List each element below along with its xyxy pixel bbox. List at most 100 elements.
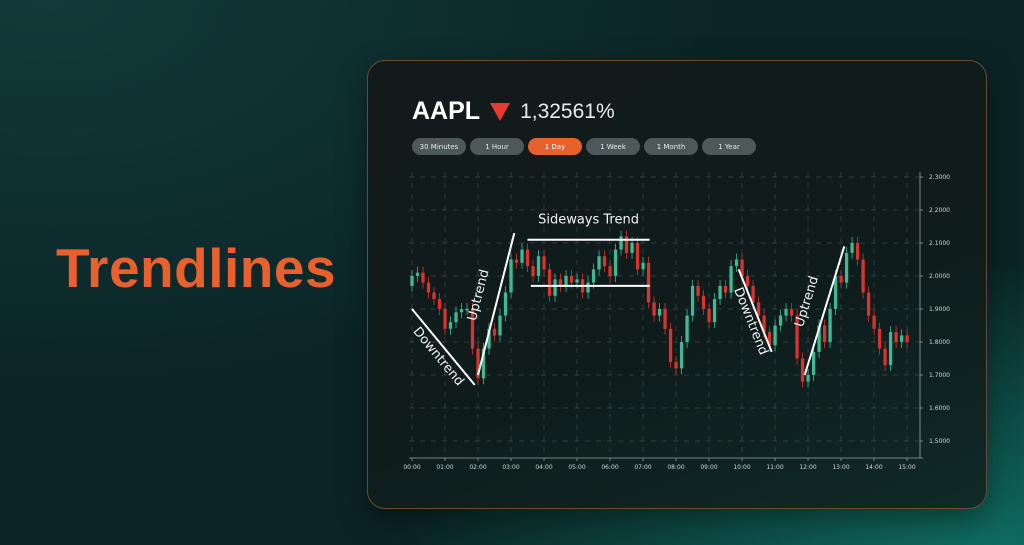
candle-body [767,332,772,346]
x-tick-label: 15:00 [898,464,915,471]
candle-body [558,279,563,286]
trendline-label: Sideways Trend [538,213,639,228]
ticker-header: AAPL 1,32561% [412,97,615,126]
candle-body [657,309,662,316]
ticker-symbol: AAPL [412,97,481,125]
candle-body [773,325,777,346]
y-tick-label: 2.3000 [929,174,950,181]
candle-body [476,348,480,379]
chart-card [367,60,987,509]
candle-body [641,262,645,270]
y-tick-label: 1.9000 [929,306,950,313]
timeframe-1-week[interactable]: 1 Week [586,138,640,155]
candle-body [855,243,860,260]
candle-body [806,375,810,382]
candle-body [652,302,656,316]
candle-body [888,332,893,366]
timeframe-1-day[interactable]: 1 Day [528,138,582,155]
candle-body [481,348,486,379]
candle-body [833,276,838,309]
candle-body [569,276,574,283]
x-tick-label: 09:00 [700,464,717,471]
candle-body [850,243,854,253]
candle-body [701,295,706,309]
candle-body [817,325,821,352]
candle-body [498,315,502,336]
candle-body [795,315,799,359]
candle-body [828,309,832,342]
candle-body [800,358,805,382]
candle-body [459,309,464,313]
candle-body [492,328,497,336]
candle-body [866,292,871,316]
headline: Trendlines [56,237,337,299]
y-tick-label: 1.5000 [929,438,950,445]
y-tick-label: 2.2000 [929,207,950,214]
candle-body [553,279,557,296]
candle-body [465,309,469,311]
x-tick-label: 04:00 [535,464,552,471]
timeframe-1-year[interactable]: 1 Year [702,138,756,155]
candle-body [745,276,750,286]
x-tick-label: 00:00 [403,464,420,471]
x-tick-label: 01:00 [436,464,453,471]
x-tick-label: 11:00 [766,464,783,471]
candle-body [608,266,612,276]
candle-body [679,342,684,369]
candle-body [586,282,590,293]
candle-body [894,332,898,342]
candle-body [844,252,849,283]
candle-body [525,249,530,267]
timeframe-selector: 30 Minutes 1 Hour 1 Day 1 Week 1 Month 1… [412,138,756,155]
x-tick-label: 13:00 [832,464,849,471]
candle-body [448,322,453,329]
candle-body [602,256,607,267]
candles [410,230,909,388]
candle-body [707,309,711,323]
candle-body [899,335,904,342]
y-tick-label: 1.6000 [929,405,950,412]
y-tick-label: 1.7000 [929,372,950,379]
candle-body [619,236,623,250]
candle-body [597,256,601,270]
trendline [411,308,476,386]
candle-body [426,282,431,293]
trendline-label: Uptrend [792,274,822,329]
candle-body [668,328,673,362]
candle-body [487,328,491,349]
candle-body [861,259,865,293]
candle-body [421,272,425,283]
candle-body [877,328,882,349]
candle-body [646,262,651,303]
down-triangle-icon [490,102,511,121]
candle-body [729,266,733,293]
timeframe-1-hour[interactable]: 1 Hour [470,138,524,155]
candle-body [514,259,519,263]
candle-body [883,348,887,366]
candle-body [509,259,513,293]
x-tick-label: 08:00 [667,464,684,471]
x-tick-label: 07:00 [634,464,651,471]
y-tick-label: 1.8000 [929,339,950,346]
candle-body [531,266,535,276]
candle-body [905,335,909,342]
candle-body [547,269,552,296]
candle-body [712,299,717,323]
timeframe-1-month[interactable]: 1 Month [644,138,698,155]
candle-body [696,285,700,296]
candle-body [536,256,541,276]
timeframe-30-minutes[interactable]: 30 Minutes [412,138,466,155]
candle-body [635,243,640,270]
candle-body [520,249,524,263]
trendline-label: Downtrend [409,324,466,389]
trendline-label: Uptrend [465,268,492,323]
x-tick-label: 14:00 [865,464,882,471]
candle-body [690,285,695,316]
y-tick-label: 2.0000 [929,273,950,280]
candle-body [624,236,629,253]
x-tick-label: 02:00 [469,464,486,471]
candle-body [723,285,728,293]
x-tick-label: 12:00 [799,464,816,471]
